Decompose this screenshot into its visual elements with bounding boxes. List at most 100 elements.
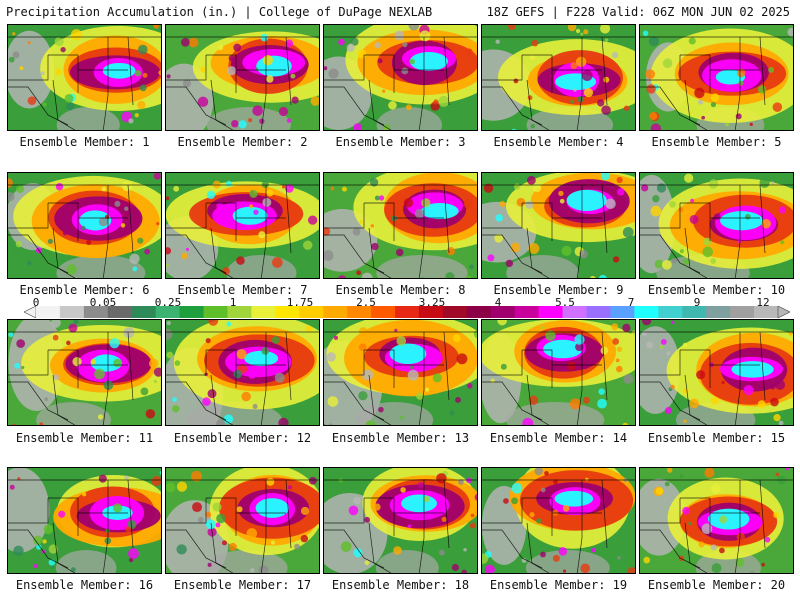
ensemble-member-map [323,467,478,574]
colorbar-tick-label: 2.5 [356,296,376,309]
colorbar-swatch [754,306,779,318]
colorbar-swatch [251,306,276,318]
colorbar-swatch [131,306,157,318]
colorbar-swatch [107,306,133,318]
colorbar [24,306,790,318]
ensemble-member-label: Ensemble Member: 19 [489,578,628,592]
precip-map-graphic [640,173,793,278]
colorbar-swatch [490,306,516,318]
product-title: Precipitation Accumulation (in.) | Colle… [6,5,433,19]
ensemble-member-label: Ensemble Member: 12 [173,431,312,445]
precip-map-graphic [166,468,319,573]
colorbar-tick-label: 0 [32,296,40,309]
ensemble-member-label: Ensemble Member: 15 [647,431,786,445]
ensemble-member-map [323,24,478,131]
precip-map-graphic [8,320,161,425]
colorbar-tick-label: 1 [229,296,237,309]
precip-map-graphic [166,173,319,278]
colorbar-swatch [371,306,396,318]
ensemble-member-map [481,24,636,131]
ensemble-member-map [7,172,162,279]
precip-map-graphic [324,468,477,573]
ensemble-member-label: Ensemble Member: 4 [493,135,624,149]
ensemble-member-label: Ensemble Member: 8 [335,283,466,297]
precip-map-graphic [8,173,161,278]
colorbar-swatch [682,306,707,318]
precip-map-graphic [640,468,793,573]
ensemble-member-label: Ensemble Member: 1 [19,135,150,149]
ensemble-member-map [165,24,320,131]
ensemble-member-label: Ensemble Member: 13 [331,431,470,445]
colorbar-swatch [610,306,635,318]
ensemble-member-map [639,467,794,574]
colorbar-swatch [227,306,252,318]
ensemble-member-label: Ensemble Member: 7 [177,283,308,297]
colorbar-swatch [442,306,468,318]
ensemble-member-map [165,319,320,426]
precip-map-graphic [482,320,635,425]
colorbar-swatch [299,306,324,318]
ensemble-member-map [639,172,794,279]
colorbar-swatch [323,306,348,318]
ensemble-member-label: Ensemble Member: 20 [647,578,786,592]
colorbar-tick-label: 9 [693,296,701,309]
colorbar-tick-label: 12 [756,296,770,309]
colorbar-swatch [347,306,372,318]
colorbar-swatch [538,306,564,318]
precip-map-graphic [166,320,319,425]
colorbar-tick-label: 4 [494,296,502,309]
colorbar-swatch [562,306,588,318]
ensemble-member-label: Ensemble Member: 2 [177,135,308,149]
ensemble-member-label: Ensemble Member: 10 [647,283,786,297]
colorbar-swatch [155,306,181,318]
ensemble-member-label: Ensemble Member: 9 [493,283,624,297]
colorbar-tick-label: 5.5 [555,296,575,309]
ensemble-member-map [165,172,320,279]
ensemble-member-map [481,319,636,426]
colorbar-swatch [395,306,420,318]
ensemble-member-label: Ensemble Member: 14 [489,431,628,445]
colorbar-swatch [203,306,228,318]
precip-map-graphic [640,25,793,130]
colorbar-swatch [179,306,205,318]
colorbar-swatch [514,306,540,318]
ensemble-member-map [481,467,636,574]
ensemble-member-map [323,319,478,426]
ensemble-member-label: Ensemble Member: 5 [651,135,782,149]
colorbar-swatch [466,306,492,318]
colorbar-tick-label: 3.25 [418,296,446,309]
colorbar-tick-label: 0.25 [154,296,182,309]
precip-map-graphic [482,173,635,278]
colorbar-swatch [706,306,731,318]
colorbar-graphic [24,306,790,318]
ensemble-member-map [7,319,162,426]
ensemble-member-label: Ensemble Member: 16 [15,578,154,592]
colorbar-swatch [275,306,300,318]
colorbar-tick-label: 1.75 [286,296,314,309]
ensemble-member-map [7,467,162,574]
ensemble-member-label: Ensemble Member: 6 [19,283,150,297]
precip-map-graphic [482,468,635,573]
precip-map-graphic [324,173,477,278]
precip-map-graphic [166,25,319,130]
ensemble-member-map [639,319,794,426]
precip-map-graphic [8,25,161,130]
ensemble-member-map [323,172,478,279]
colorbar-swatch [83,306,109,318]
precip-map-graphic [640,320,793,425]
ensemble-member-label: Ensemble Member: 17 [173,578,312,592]
colorbar-swatch [36,306,61,318]
precip-map-graphic [324,320,477,425]
colorbar-swatch [658,306,683,318]
ensemble-member-label: Ensemble Member: 3 [335,135,466,149]
ensemble-member-label: Ensemble Member: 18 [331,578,470,592]
valid-time: 18Z GEFS | F228 Valid: 06Z MON JUN 02 20… [486,5,790,19]
ensemble-member-map [639,24,794,131]
precip-map-graphic [482,25,635,130]
ensemble-member-map [7,24,162,131]
colorbar-swatch [59,306,85,318]
colorbar-tick-label: 7 [627,296,635,309]
colorbar-swatch [418,306,444,318]
precip-map-graphic [324,25,477,130]
colorbar-max-arrow [777,306,790,318]
